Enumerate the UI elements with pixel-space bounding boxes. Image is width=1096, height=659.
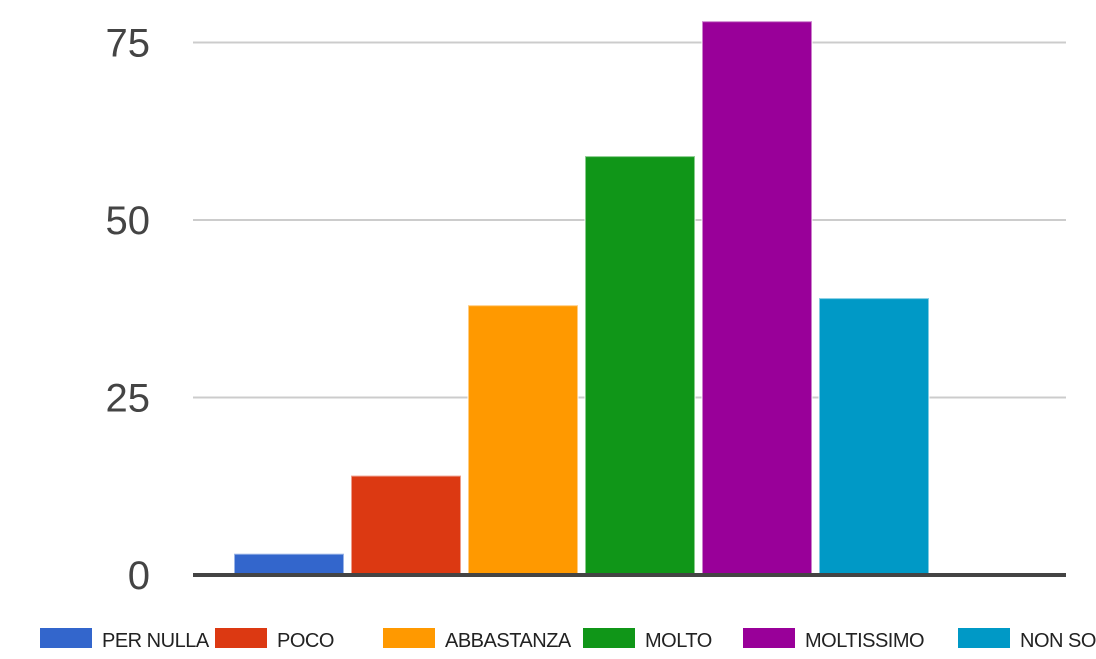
legend-label: POCO (277, 630, 334, 652)
bar (818, 297, 930, 576)
bar (233, 552, 345, 577)
legend-swatch (215, 628, 267, 648)
legend-label: ABBASTANZA (445, 630, 572, 652)
y-tick-label: 50 (106, 199, 151, 243)
legend-swatch (383, 628, 435, 648)
legend-item: ABBASTANZA (383, 628, 572, 652)
bar (467, 304, 579, 576)
legend-item: MOLTISSIMO (743, 628, 925, 652)
legend-item: POCO (215, 628, 334, 652)
legend-swatch (40, 628, 92, 648)
y-tick-label: 75 (106, 22, 151, 66)
bar (701, 20, 813, 576)
legend: PER NULLA POCO ABBASTANZA MOLTO MOLTISSIMO NO… (40, 628, 1096, 652)
bars (233, 20, 930, 577)
legend-swatch (743, 628, 795, 648)
legend-label: PER NULLA (102, 630, 210, 652)
legend-label: MOLTO (645, 630, 712, 652)
y-tick-label: 0 (128, 554, 150, 598)
legend-swatch (958, 628, 1010, 648)
y-axis-tick-labels: 0 25 50 75 (106, 22, 151, 599)
legend-item: NON SO (958, 628, 1096, 652)
legend-item: MOLTO (583, 628, 712, 652)
legend-swatch (583, 628, 635, 648)
y-tick-label: 25 (106, 377, 151, 421)
legend-item: PER NULLA (40, 628, 210, 652)
bar (350, 474, 462, 577)
legend-label: NON SO (1020, 630, 1096, 652)
legend-label: MOLTISSIMO (805, 630, 924, 652)
bar (584, 155, 696, 576)
